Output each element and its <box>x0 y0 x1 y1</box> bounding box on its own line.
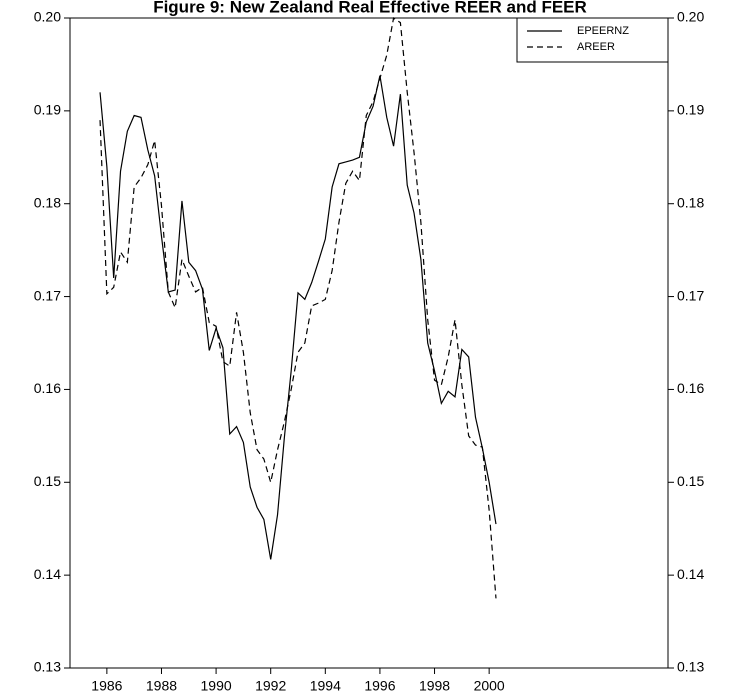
y-tick-label: 0.14 <box>34 566 61 582</box>
x-tick-label: 1998 <box>419 678 450 694</box>
x-tick-label: 1990 <box>201 678 232 694</box>
chart-title: Figure 9: New Zealand Real Effective REE… <box>153 0 587 16</box>
series-line <box>99 75 497 560</box>
y-tick-label: 0.19 <box>34 102 61 118</box>
y2-tick-label: 0.20 <box>677 9 704 25</box>
y2-tick-label: 0.14 <box>677 566 704 582</box>
y-tick-label: 0.16 <box>34 380 61 396</box>
x-tick-label: 2000 <box>474 678 505 694</box>
y-tick-label: 0.15 <box>34 473 61 489</box>
series-line <box>99 16 497 599</box>
plot-frame <box>69 17 669 669</box>
y2-tick-label: 0.13 <box>677 659 704 675</box>
legend-label: AREER <box>577 41 615 53</box>
y2-tick-label: 0.18 <box>677 194 704 210</box>
x-tick-label: 1986 <box>91 678 122 694</box>
x-tick-label: 1996 <box>364 678 395 694</box>
x-tick-label: 1992 <box>255 678 286 694</box>
y2-tick-label: 0.16 <box>677 380 704 396</box>
y-tick-label: 0.17 <box>34 287 61 303</box>
x-tick-label: 1988 <box>146 678 177 694</box>
y-tick-label: 0.13 <box>34 659 61 675</box>
y2-tick-label: 0.17 <box>677 287 704 303</box>
legend-label: EPEERNZ <box>577 25 629 37</box>
y-tick-label: 0.20 <box>34 9 61 25</box>
y2-tick-label: 0.19 <box>677 102 704 118</box>
x-tick-label: 1994 <box>310 678 341 694</box>
y-tick-label: 0.18 <box>34 194 61 210</box>
legend-box <box>516 17 669 63</box>
y2-tick-label: 0.15 <box>677 473 704 489</box>
